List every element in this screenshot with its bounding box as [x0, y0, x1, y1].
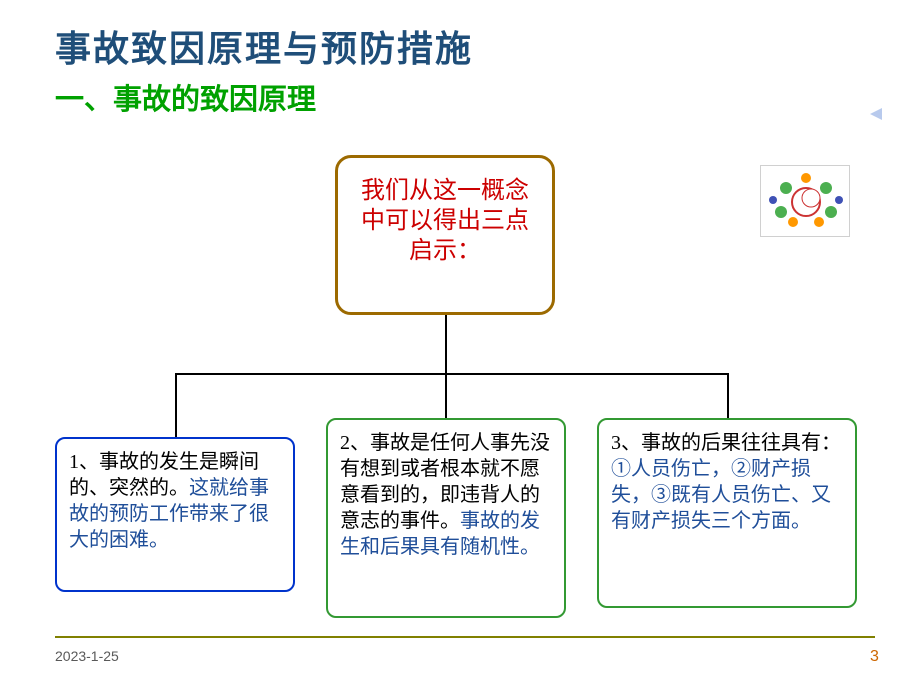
concept-root-text: 我们从这一概念中可以得出三点启示： — [338, 158, 552, 284]
connector-v3 — [727, 373, 729, 418]
point-3-black: 3、事故的后果往往具有： — [611, 432, 841, 454]
page-subtitle: 一、事故的致因原理 — [55, 76, 316, 118]
connector-v2 — [445, 373, 447, 418]
connector-hline — [175, 373, 729, 375]
page-title: 事故致因原理与预防措施 — [55, 20, 473, 72]
point-3-blue: ①人员伤亡，②财产损失，③既有人员伤亡、又有财产损失三个方面。 — [611, 458, 831, 532]
nav-arrow-icon — [870, 108, 882, 120]
molecule-icon — [760, 165, 850, 237]
footer-divider — [55, 636, 875, 638]
footer-date: 2023-1-25 — [55, 648, 119, 664]
connector-vline-top — [445, 315, 447, 373]
concept-root-box: 我们从这一概念中可以得出三点启示： — [335, 155, 555, 315]
connector-v1 — [175, 373, 177, 437]
point-box-1: 1、事故的发生是瞬间的、突然的。这就给事故的预防工作带来了很大的困难。 — [55, 437, 295, 592]
footer-page-number: 3 — [870, 648, 879, 666]
point-box-2: 2、事故是任何人事先没有想到或者根本就不愿意看到的，即违背人的意志的事件。事故的… — [326, 418, 566, 618]
point-box-3: 3、事故的后果往往具有： ①人员伤亡，②财产损失，③既有人员伤亡、又有财产损失三个… — [597, 418, 857, 608]
